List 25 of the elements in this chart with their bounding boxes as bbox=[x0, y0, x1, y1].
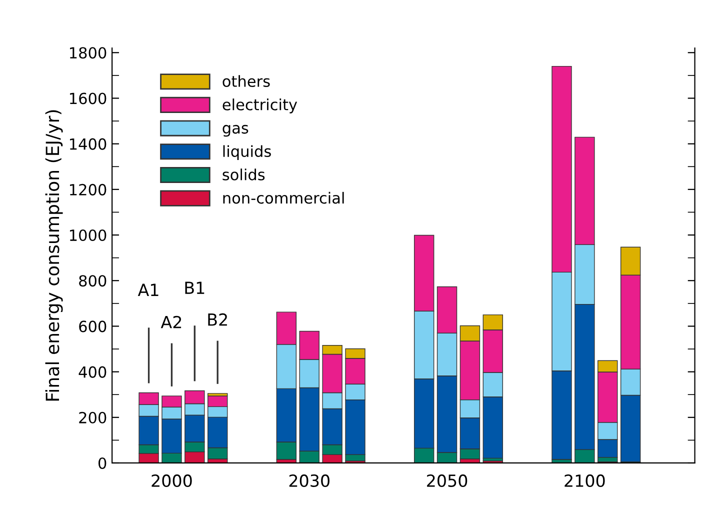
annotation: A2 bbox=[160, 316, 182, 328]
legend-label: gas bbox=[222, 124, 248, 137]
annotation: B2 bbox=[208, 313, 227, 326]
x-tick-label: 2050 bbox=[427, 474, 468, 487]
x-tick-label: 2030 bbox=[289, 474, 330, 487]
annotation: A1 bbox=[138, 284, 158, 296]
legend-label: solids bbox=[222, 168, 265, 180]
legend-label: liquids bbox=[223, 145, 271, 160]
y-tick-label: 600 bbox=[79, 320, 106, 332]
x-tick-label: 2000 bbox=[152, 474, 192, 487]
y-tick-label: 1600 bbox=[70, 92, 106, 104]
legend-label: others bbox=[222, 75, 270, 88]
y-tick-label: 0 bbox=[98, 457, 106, 470]
y-tick-label: 400 bbox=[78, 366, 106, 378]
y-tick-label: 1400 bbox=[70, 138, 106, 150]
annotation: B1 bbox=[185, 282, 204, 294]
legend-label: non-commercial bbox=[223, 192, 344, 204]
legend-label: electricity bbox=[222, 98, 298, 114]
y-axis-title: Final energy consumption (EJ/yr) bbox=[45, 110, 63, 401]
y-tick-label: 1800 bbox=[70, 47, 106, 59]
y-tick-label: 1000 bbox=[70, 229, 106, 242]
x-tick-label: 2100 bbox=[564, 474, 605, 487]
y-tick-label: 200 bbox=[79, 412, 106, 424]
y-tick-label: 1200 bbox=[70, 184, 106, 196]
y-tick-label: 800 bbox=[79, 275, 106, 287]
